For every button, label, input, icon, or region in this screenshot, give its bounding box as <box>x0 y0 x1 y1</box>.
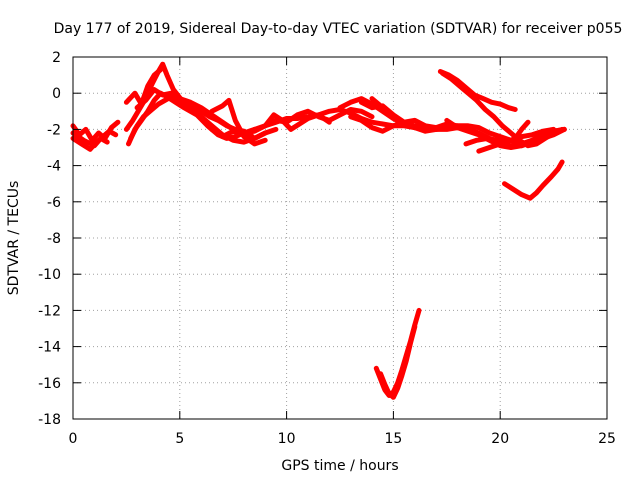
y-tick-label: -18 <box>38 412 61 428</box>
series-line-9 <box>209 97 268 147</box>
chart-title: Day 177 of 2019, Sidereal Day-to-day VTE… <box>54 21 623 37</box>
y-axis-label: SDTVAR / TECUs <box>6 181 22 296</box>
series-line-23 <box>502 159 565 201</box>
series-line-14 <box>358 99 460 131</box>
series-line-3 <box>70 130 110 149</box>
data-series <box>70 61 567 400</box>
x-tick-label: 10 <box>278 431 296 447</box>
series-line-25 <box>378 324 418 400</box>
y-tick-label: 2 <box>52 50 61 66</box>
x-tick-label: 0 <box>69 431 78 447</box>
series-line-17 <box>444 123 567 149</box>
x-axis-label: GPS time / hours <box>281 458 398 474</box>
y-tick-label: -6 <box>47 195 61 211</box>
series-line-20 <box>440 70 565 149</box>
grid-lines <box>73 57 607 419</box>
series-line-16 <box>369 96 428 132</box>
x-tick-label: 25 <box>598 431 616 447</box>
series-line-8 <box>123 67 164 107</box>
x-tick-label: 20 <box>491 431 509 447</box>
y-tick-label: -8 <box>47 231 61 247</box>
y-tick-label: -16 <box>38 376 61 392</box>
x-tick-label: 15 <box>384 431 402 447</box>
y-tick-label: 0 <box>52 86 61 102</box>
series-line-10 <box>209 126 279 141</box>
y-tick-label: -4 <box>47 159 61 175</box>
y-tick-label: -2 <box>47 122 61 138</box>
series-line-22 <box>476 126 557 154</box>
y-tick-label: -14 <box>38 340 61 356</box>
series-line-12 <box>262 112 332 132</box>
x-tick-label: 5 <box>175 431 184 447</box>
series-line-11 <box>252 107 375 132</box>
y-tick-label: -10 <box>38 267 61 283</box>
y-tick-label: -12 <box>38 303 61 319</box>
